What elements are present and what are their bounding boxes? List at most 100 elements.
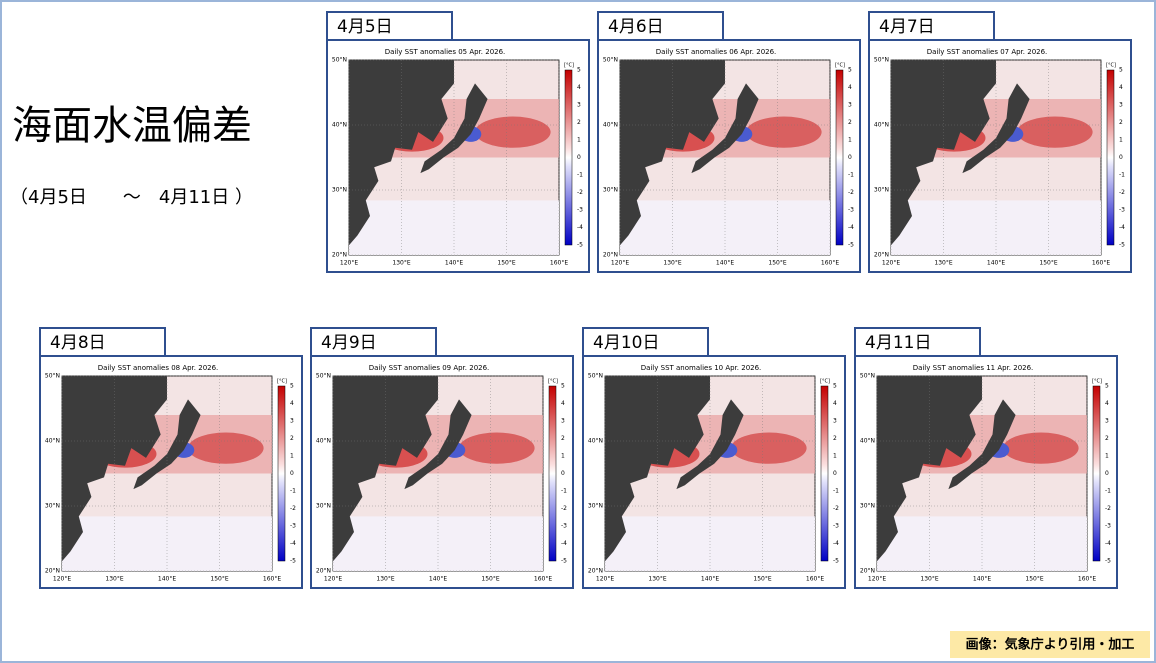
- colorbar-label: -2: [290, 505, 296, 512]
- colorbar-label: 0: [848, 154, 852, 161]
- colorbar-unit: [°C]: [564, 63, 574, 69]
- land: [349, 60, 454, 246]
- colorbar-label: -3: [833, 523, 839, 530]
- colorbar-label: -4: [1105, 540, 1111, 547]
- map-title: Daily SST anomalies 09 Apr. 2026.: [369, 364, 490, 372]
- lat-label: 20°N: [45, 568, 60, 575]
- lon-label: 120°E: [324, 576, 342, 583]
- colorbar-label: -5: [561, 558, 567, 565]
- lon-label: 150°E: [1039, 260, 1057, 267]
- lon-label: 160°E: [550, 260, 568, 267]
- colorbar-label: -4: [1119, 224, 1125, 231]
- colorbar-label: -1: [833, 488, 839, 495]
- colorbar-label: -3: [1119, 207, 1125, 214]
- map-title: Daily SST anomalies 07 Apr. 2026.: [927, 48, 1048, 56]
- colorbar-label: 5: [561, 383, 565, 390]
- lon-label: 160°E: [263, 576, 281, 583]
- sst-panel: 4月5日 Daily SST anomalies 05 Apr. 2026. 50°…: [326, 11, 590, 273]
- colorbar-label: 0: [833, 470, 837, 477]
- warm-core: [1003, 432, 1079, 464]
- land: [948, 399, 1016, 490]
- lon-label: 130°E: [105, 576, 123, 583]
- date-tab-label: 4月11日: [865, 333, 931, 353]
- colorbar-label: -4: [577, 224, 583, 231]
- land: [962, 83, 1030, 174]
- colorbar-label: -5: [1105, 558, 1111, 565]
- lon-label: 120°E: [596, 576, 614, 583]
- lat-label: 20°N: [588, 568, 603, 575]
- land: [333, 376, 438, 562]
- lon-label: 130°E: [376, 576, 394, 583]
- lon-label: 160°E: [1092, 260, 1110, 267]
- colorbar-label: -1: [1105, 488, 1111, 495]
- colorbar-label: -2: [1105, 505, 1111, 512]
- lat-label: 30°N: [874, 187, 889, 194]
- lon-label: 160°E: [1078, 576, 1096, 583]
- warm-core: [1017, 116, 1093, 148]
- south-anomaly: [620, 200, 830, 255]
- lat-label: 50°N: [316, 373, 331, 380]
- lat-label: 30°N: [588, 503, 603, 510]
- date-tab: [854, 327, 981, 357]
- colorbar-unit: [°C]: [1092, 379, 1102, 385]
- colorbar-label: -5: [833, 558, 839, 565]
- colorbar-label: 0: [577, 154, 581, 161]
- date-tab-label: 4月10日: [593, 333, 659, 353]
- lat-label: 40°N: [603, 122, 618, 129]
- colorbar-label: 3: [1105, 418, 1109, 425]
- colorbar-label: -5: [290, 558, 296, 565]
- date-tab: [310, 327, 437, 357]
- colorbar-label: 4: [1119, 84, 1123, 91]
- land: [605, 376, 710, 562]
- south-anomaly: [605, 516, 815, 571]
- map-title: Daily SST anomalies 08 Apr. 2026.: [98, 364, 219, 372]
- colorbar-label: 1: [1119, 137, 1123, 144]
- land: [133, 399, 201, 490]
- date-tab: [868, 11, 995, 41]
- lon-label: 140°E: [445, 260, 463, 267]
- lat-label: 40°N: [860, 438, 875, 445]
- lat-label: 30°N: [316, 503, 331, 510]
- colorbar-label: 1: [1105, 453, 1109, 460]
- colorbar-label: -4: [561, 540, 567, 547]
- colorbar-label: 1: [848, 137, 852, 144]
- colorbar-label: -1: [1119, 172, 1125, 179]
- lon-label: 140°E: [987, 260, 1005, 267]
- colorbar-label: 4: [848, 84, 852, 91]
- colorbar-label: 5: [290, 383, 294, 390]
- south-anomaly: [877, 516, 1087, 571]
- colorbar-label: 0: [561, 470, 565, 477]
- lon-label: 150°E: [1025, 576, 1043, 583]
- colorbar-label: 3: [848, 102, 852, 109]
- colorbar-label: 4: [577, 84, 581, 91]
- colorbar-label: -2: [833, 505, 839, 512]
- land: [620, 60, 725, 246]
- colorbar-label: -1: [577, 172, 583, 179]
- colorbar-label: 1: [290, 453, 294, 460]
- lon-label: 130°E: [920, 576, 938, 583]
- lon-label: 140°E: [716, 260, 734, 267]
- colorbar-label: 3: [290, 418, 294, 425]
- land: [420, 83, 488, 174]
- lon-label: 150°E: [497, 260, 515, 267]
- lon-label: 120°E: [53, 576, 71, 583]
- colorbar: [1092, 385, 1101, 562]
- colorbar: [820, 385, 829, 562]
- colorbar-label: -4: [833, 540, 839, 547]
- date-tab: [582, 327, 709, 357]
- colorbar-label: 3: [561, 418, 565, 425]
- colorbar-label: -1: [290, 488, 296, 495]
- colorbar-label: 0: [290, 470, 294, 477]
- colorbar-label: 1: [577, 137, 581, 144]
- colorbar-label: -5: [1119, 242, 1125, 249]
- lat-label: 20°N: [332, 252, 347, 259]
- lon-label: 160°E: [534, 576, 552, 583]
- colorbar-label: 3: [833, 418, 837, 425]
- lon-label: 140°E: [973, 576, 991, 583]
- credit-box: [950, 631, 1150, 658]
- colorbar-label: 3: [577, 102, 581, 109]
- colorbar-label: 2: [577, 119, 581, 126]
- colorbar-label: -3: [848, 207, 854, 214]
- slide-title: 海面水温偏差: [12, 103, 252, 149]
